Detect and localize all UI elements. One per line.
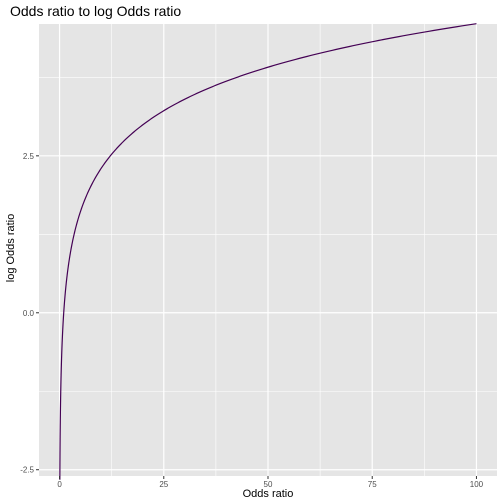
y-tick-label: 0.0 bbox=[23, 309, 35, 318]
x-axis-title: Odds ratio bbox=[243, 488, 294, 500]
x-tick-label: 25 bbox=[159, 480, 168, 489]
chart-title: Odds ratio to log Odds ratio bbox=[10, 3, 181, 19]
y-axis: -2.5 0.0 2.5 bbox=[20, 152, 39, 475]
x-tick-label: 0 bbox=[57, 480, 62, 489]
x-tick-label: 50 bbox=[264, 480, 273, 489]
x-tick-label: 100 bbox=[470, 480, 484, 489]
y-tick-label: 2.5 bbox=[23, 152, 35, 161]
major-gridlines bbox=[39, 24, 497, 476]
y-tick-label: -2.5 bbox=[20, 466, 34, 475]
series-layer bbox=[59, 23, 477, 480]
y-axis-title: log Odds ratio bbox=[5, 214, 17, 282]
series-line bbox=[59, 23, 477, 480]
x-axis: 0 25 50 75 100 bbox=[57, 476, 484, 489]
x-tick-label: 75 bbox=[368, 480, 377, 489]
